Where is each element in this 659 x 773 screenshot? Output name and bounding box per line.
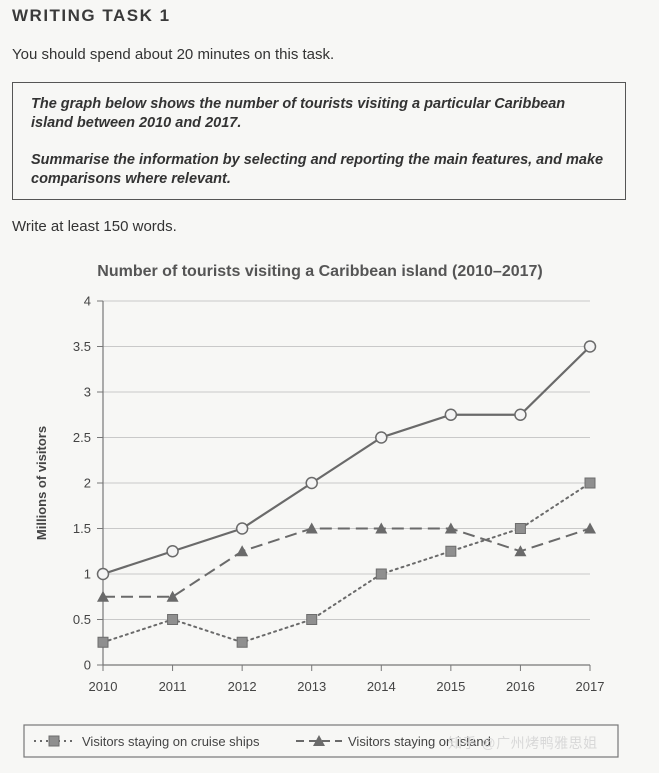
data-point-island (584, 522, 596, 534)
legend-label: Visitors staying on cruise ships (82, 734, 260, 749)
data-point-cruise (236, 636, 248, 648)
time-instruction: You should spend about 20 minutes on thi… (12, 46, 335, 63)
word-count-instruction: Write at least 150 words. (12, 218, 177, 235)
series-line-total (102, 345, 591, 576)
watermark-text: 知乎 @广州烤鸭雅思姐 (448, 735, 598, 751)
y-tick-label: 0.5 (73, 612, 91, 627)
data-point-total (305, 476, 318, 490)
data-point-island (375, 522, 388, 534)
legend-box (23, 724, 619, 758)
x-tick-label: 2014 (367, 679, 396, 694)
x-tick-label: 2013 (297, 679, 326, 694)
series-line-island (103, 527, 591, 598)
data-point-island (166, 590, 179, 602)
y-tick-label: 3 (84, 385, 91, 400)
data-point-island (97, 590, 109, 602)
data-point-total (514, 408, 527, 421)
task-heading: WRITING TASK 1 (12, 6, 171, 25)
y-tick-label: 4 (84, 294, 91, 309)
y-tick-label: 0 (84, 658, 91, 673)
legend-marker (313, 735, 325, 746)
x-tick-label: 2015 (436, 679, 465, 694)
y-tick-label: 2.5 (73, 430, 91, 445)
chart-title: Number of tourists visiting a Caribbean … (97, 263, 542, 280)
series-line-cruise (102, 482, 591, 644)
x-tick-label: 2016 (506, 679, 535, 694)
task-prompt-box: The graph below shows the number of tour… (12, 82, 626, 200)
y-tick-label: 1 (84, 567, 91, 582)
data-point-total (583, 340, 597, 353)
data-point-island (305, 522, 318, 534)
data-point-island (514, 545, 527, 557)
data-point-cruise (375, 568, 387, 580)
data-point-cruise (514, 523, 526, 534)
y-tick-label: 3.5 (73, 339, 91, 354)
x-tick-label: 2011 (159, 679, 187, 694)
data-point-cruise (167, 614, 179, 625)
y-axis-label: Millions of visitors (34, 426, 49, 540)
data-point-island (236, 545, 249, 557)
data-point-total (375, 431, 388, 444)
data-point-cruise (97, 636, 109, 648)
y-tick-label: 2 (84, 476, 91, 491)
task-description: The graph below shows the number of tour… (31, 96, 566, 131)
x-tick-label: 2012 (228, 679, 257, 694)
task-instruction: Summarise the information by selecting a… (31, 152, 604, 187)
data-point-cruise (584, 477, 596, 489)
data-point-total (96, 567, 110, 581)
data-point-cruise (306, 614, 318, 625)
legend-label: Visitors staying on island (348, 734, 491, 749)
data-point-island (444, 522, 457, 534)
x-tick-label: 2017 (576, 679, 605, 694)
data-point-total (444, 408, 458, 421)
legend-marker (48, 735, 60, 747)
data-point-cruise (445, 545, 457, 557)
y-tick-label: 1.5 (73, 521, 91, 536)
x-tick-label: 2010 (89, 679, 118, 694)
data-point-total (166, 545, 179, 558)
data-point-total (235, 522, 249, 535)
